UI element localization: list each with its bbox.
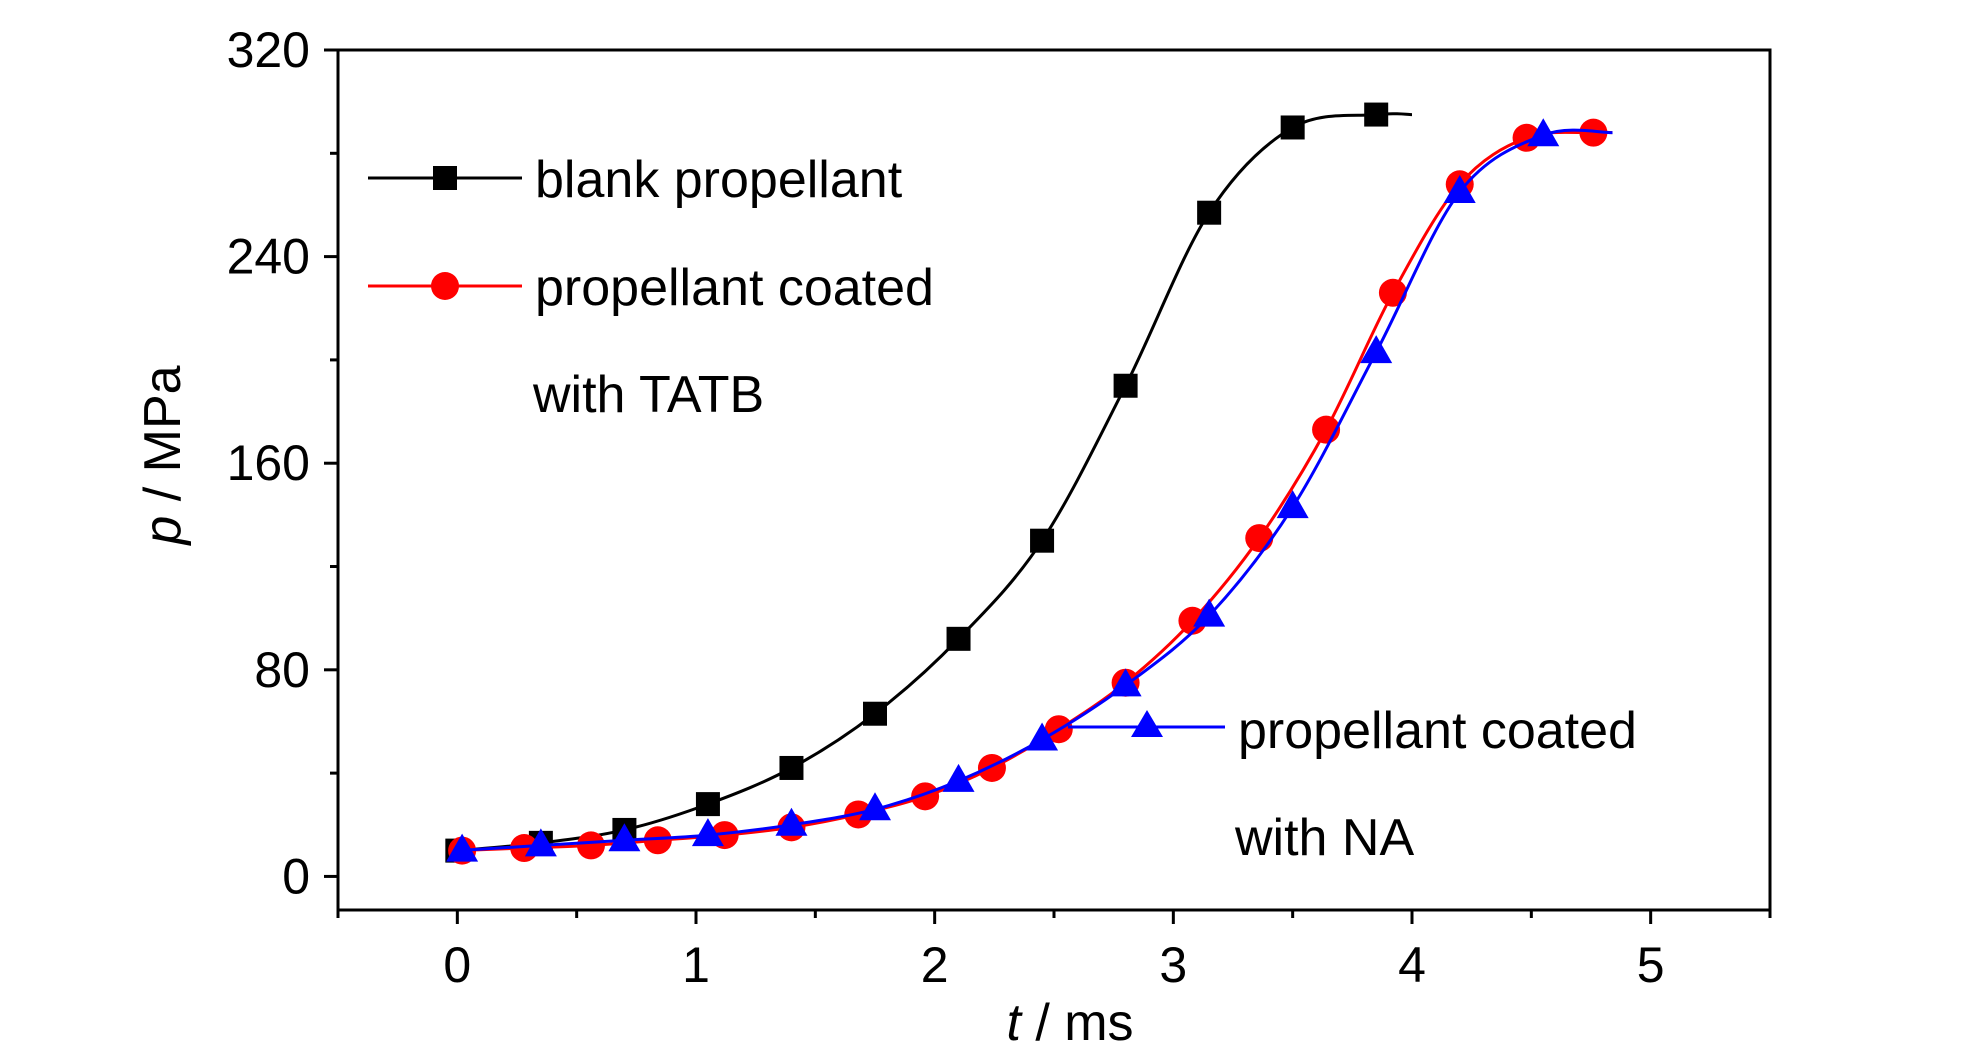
data-point-circle <box>576 831 605 860</box>
x-tick-label: 0 <box>443 937 471 993</box>
data-point-square <box>779 755 804 780</box>
series-line <box>457 128 1613 853</box>
legend-label-na-line1: propellant coated <box>1238 702 1637 760</box>
data-point-triangle <box>1360 335 1393 364</box>
data-point-triangle <box>1193 598 1226 627</box>
legend-label-blank: blank propellant <box>535 151 903 209</box>
legend-square-marker-icon <box>433 166 457 190</box>
data-point-triangle <box>859 792 891 821</box>
x-tick-label: 2 <box>921 937 949 993</box>
x-tick-label: 5 <box>1637 937 1665 993</box>
legend-tatb: propellant coated with TATB <box>368 259 934 424</box>
data-point-square <box>946 626 971 651</box>
data-point-square <box>1113 373 1138 398</box>
x-axis-unit: / ms <box>1021 994 1134 1052</box>
data-point-circle <box>977 753 1006 782</box>
data-point-square <box>1030 528 1055 553</box>
data-point-triangle <box>1026 722 1059 751</box>
legend-label-tatb-line1: propellant coated <box>535 259 934 317</box>
data-point-square <box>863 701 887 726</box>
x-axis-variable: t <box>1006 994 1023 1052</box>
y-tick-label: 320 <box>227 22 310 78</box>
data-point-triangle <box>1527 118 1560 147</box>
legend-blank-propellant: blank propellant <box>368 151 903 209</box>
y-axis-variable: p <box>134 516 192 547</box>
legend-label-na-line2: with NA <box>1234 809 1414 867</box>
x-axis-title: t / ms <box>1006 994 1133 1052</box>
data-point-triangle <box>608 823 641 852</box>
data-point-triangle <box>446 833 479 862</box>
y-tick-label: 80 <box>254 642 310 698</box>
data-point-triangle <box>1109 668 1142 697</box>
data-point-triangle <box>691 818 724 847</box>
y-axis-unit: / MPa <box>134 365 192 515</box>
y-tick-label: 240 <box>227 229 310 285</box>
legend-triangle-marker-icon <box>1131 710 1163 737</box>
data-point-circle <box>1245 524 1274 553</box>
y-tick-label: 160 <box>227 435 310 491</box>
series-2 <box>446 118 1613 862</box>
data-point-square <box>695 792 720 817</box>
series-layer <box>445 102 1613 865</box>
data-point-triangle <box>1443 175 1476 204</box>
data-point-square <box>1280 115 1305 140</box>
data-point-triangle <box>524 828 557 857</box>
legend-label-tatb-line2: with TATB <box>532 366 764 424</box>
x-tick-label: 3 <box>1159 937 1187 993</box>
data-point-circle <box>911 782 940 811</box>
data-point-circle <box>643 826 672 855</box>
x-tick-label: 4 <box>1398 937 1426 993</box>
y-tick-label: 0 <box>282 848 310 904</box>
data-point-circle <box>1178 606 1207 635</box>
axes: 0 1 2 3 4 5 0 80 160 240 320 <box>227 22 1772 993</box>
data-point-circle <box>1378 278 1407 307</box>
legend-circle-marker-icon <box>431 272 459 300</box>
data-point-triangle <box>775 807 808 836</box>
y-axis-title: p / MPa <box>134 365 192 546</box>
data-point-square <box>1197 200 1222 225</box>
x-tick-label: 1 <box>682 937 710 993</box>
data-point-triangle <box>942 763 975 792</box>
legend-na: propellant coated with NA <box>1068 702 1637 867</box>
data-point-square <box>1364 102 1389 127</box>
data-point-triangle <box>1276 490 1309 519</box>
